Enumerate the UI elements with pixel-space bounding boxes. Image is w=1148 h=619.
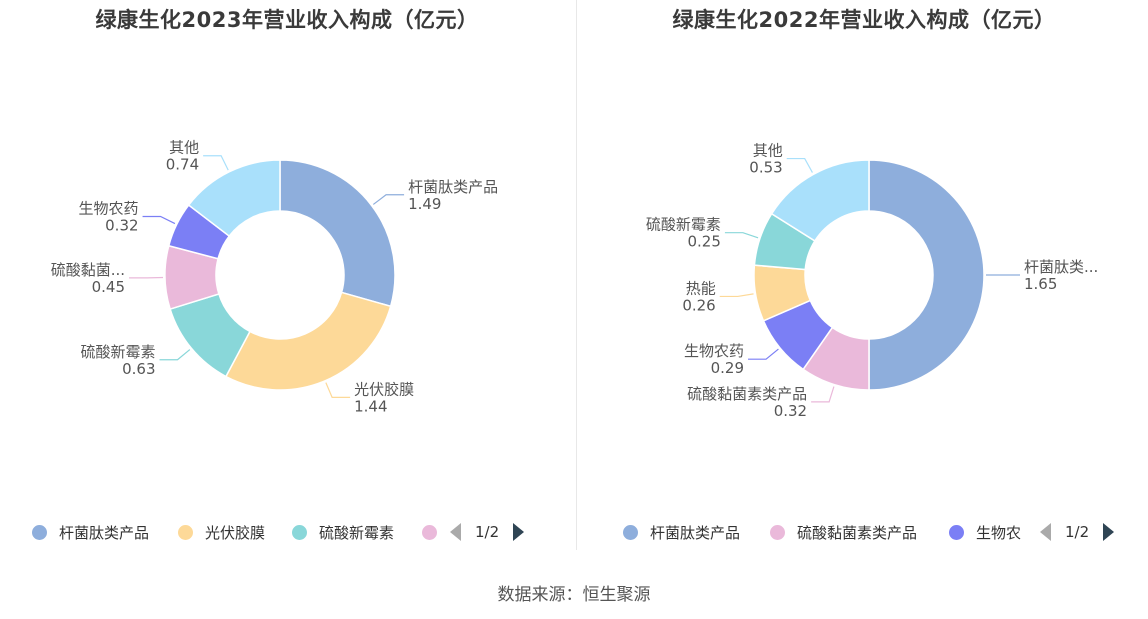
pager-next-icon[interactable] <box>1103 523 1115 541</box>
legend-item-bacitracin[interactable]: 杆菌肽类产品 <box>32 518 149 546</box>
slice-value-label: 1.65 <box>1024 275 1057 293</box>
chart-panel-2023: 绿康生化2023年营业收入构成（亿元） 杆菌肽类产品 1.49 光伏胶膜 1.44 硫酸… <box>0 0 574 550</box>
legend-marker <box>292 524 307 540</box>
slice-value-label: 0.53 <box>749 159 782 177</box>
legend-marker <box>32 524 47 540</box>
pager-page: 1/2 <box>1065 523 1090 541</box>
legend-label: 杆菌肽类产品 <box>650 523 741 542</box>
legend-item-neomycin[interactable]: 硫酸新霉素 <box>292 518 394 546</box>
label-leader-line <box>724 232 759 239</box>
label-leader-line <box>786 157 813 173</box>
slice-value-label: 0.26 <box>682 296 715 314</box>
chart-panel-2022: 绿康生化2022年营业收入构成（亿元） 杆菌肽类... 1.65 硫酸黏菌素类产品 0… <box>577 0 1148 550</box>
label-leader-line <box>748 348 779 360</box>
slice-label: 生物农药 <box>79 199 139 217</box>
slice-label: 热能 <box>686 279 716 297</box>
legend-label: 硫酸新霉素 <box>319 523 395 542</box>
pie-slice[interactable] <box>279 159 396 308</box>
slice-value-label: 0.74 <box>166 156 199 174</box>
label-leader-line <box>142 215 176 225</box>
label-leader-line <box>203 155 229 171</box>
slice-label: 杆菌肽类产品 <box>408 178 498 196</box>
legend-item-pv-film[interactable]: 光伏胶膜 <box>178 518 265 546</box>
slice-value-label: 0.29 <box>711 359 744 377</box>
legend-pager: 1/2 <box>450 518 525 546</box>
pager-prev-icon[interactable] <box>450 523 461 541</box>
legend-pager: 1/2 <box>1040 518 1115 546</box>
slice-label: 生物农药 <box>684 342 744 360</box>
slice-value-label: 0.25 <box>688 233 721 251</box>
pie-slice[interactable] <box>868 159 985 391</box>
slice-value-label: 0.45 <box>92 278 125 296</box>
pager-page: 1/2 <box>475 523 500 541</box>
label-leader-line <box>719 293 754 298</box>
slice-label: 其他 <box>753 142 783 160</box>
label-leader-line <box>325 382 351 398</box>
slice-value-label: 0.63 <box>122 360 155 378</box>
slice-value-label: 1.49 <box>408 195 441 213</box>
legend-item-colistin[interactable] <box>422 518 442 546</box>
slice-value-label: 1.44 <box>354 397 387 415</box>
label-leader-line <box>811 386 835 403</box>
chart-title: 绿康生化2022年营业收入构成（亿元） <box>672 8 1056 32</box>
slice-value-label: 0.32 <box>105 216 138 234</box>
legend-marker <box>178 524 193 540</box>
data-source-note: 数据来源：恒生聚源 <box>497 585 651 605</box>
legend-marker <box>949 524 964 540</box>
legend-item-biopesticide[interactable]: 生物农 <box>949 518 1029 546</box>
legend-marker <box>623 524 638 540</box>
legend-marker <box>770 524 785 540</box>
slice-label: 硫酸新霉素 <box>80 343 155 361</box>
pie-slice[interactable] <box>224 291 392 391</box>
label-leader-line <box>159 349 191 361</box>
label-leader-line <box>372 194 405 205</box>
pie-slice[interactable] <box>770 159 870 242</box>
slice-label: 硫酸新霉素 <box>646 216 721 234</box>
slice-label: 光伏胶膜 <box>354 380 414 398</box>
legend-marker <box>422 524 437 540</box>
legend-label: 硫酸黏菌素类产品 <box>797 523 918 542</box>
pager-prev-icon[interactable] <box>1040 523 1051 541</box>
slice-label: 硫酸黏菌素类产品 <box>687 385 807 403</box>
slice-label: 硫酸黏菌... <box>51 261 125 279</box>
pager-next-icon[interactable] <box>513 523 525 541</box>
legend: 杆菌肽类产品 光伏胶膜 硫酸新霉素 1/2 <box>0 518 574 546</box>
legend-label: 光伏胶膜 <box>205 523 266 542</box>
slice-label: 杆菌肽类... <box>1024 258 1098 276</box>
legend-item-bacitracin[interactable]: 杆菌肽类产品 <box>623 518 740 546</box>
slice-label: 其他 <box>169 139 199 157</box>
chart-title: 绿康生化2023年营业收入构成（亿元） <box>95 8 479 32</box>
legend-label: 杆菌肽类产品 <box>59 523 150 542</box>
pie-slice[interactable] <box>187 159 281 238</box>
legend-label: 生物农 <box>976 523 1022 542</box>
slice-value-label: 0.32 <box>774 402 807 420</box>
legend: 杆菌肽类产品 硫酸黏菌素类产品 生物农 1/2 <box>577 518 1148 546</box>
panel-divider <box>576 0 577 550</box>
legend-item-colistin[interactable]: 硫酸黏菌素类产品 <box>770 518 917 546</box>
